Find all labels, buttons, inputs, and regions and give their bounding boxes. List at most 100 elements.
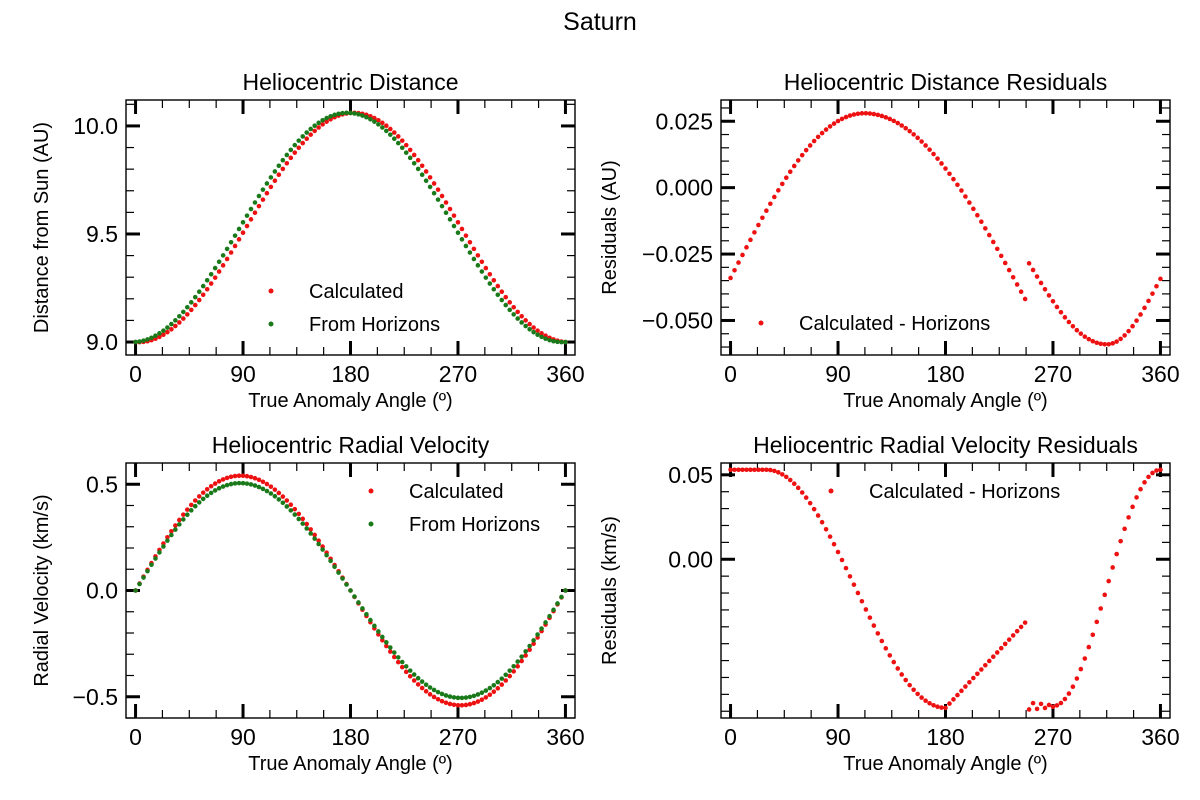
x-tick-label: 180 <box>331 724 369 750</box>
x-tick-label: 270 <box>439 724 477 750</box>
data-point <box>1042 705 1048 711</box>
data-point <box>551 338 556 344</box>
data-point <box>376 122 381 127</box>
data-point <box>927 147 932 152</box>
data-point <box>153 333 158 339</box>
data-point <box>776 470 781 475</box>
data-point <box>356 112 361 117</box>
data-point <box>192 498 198 503</box>
chart-distance-residuals: 0 90 180 270 360 −0.050 −0.025 0.000 0.025 Helioc… <box>599 69 1180 412</box>
data-point <box>1114 551 1119 557</box>
data-point <box>531 641 536 647</box>
y-tick-label: 10.0 <box>73 113 118 139</box>
data-point <box>240 230 246 235</box>
x-tick-label: 180 <box>926 361 964 387</box>
data-point <box>1010 633 1016 638</box>
data-point <box>169 532 174 538</box>
data-point <box>1038 701 1044 707</box>
data-point <box>380 637 385 643</box>
data-point <box>184 312 190 317</box>
data-point <box>1006 267 1012 273</box>
data-point <box>268 175 274 180</box>
data-point <box>260 187 266 192</box>
data-point <box>340 576 345 581</box>
data-point <box>1154 468 1159 473</box>
data-point <box>427 685 433 690</box>
data-point <box>1158 467 1163 473</box>
data-point <box>811 138 817 144</box>
data-point <box>1086 336 1092 342</box>
data-point <box>495 283 501 289</box>
data-point <box>851 112 857 117</box>
data-point <box>935 156 940 161</box>
data-point <box>744 245 749 250</box>
data-point <box>935 704 940 710</box>
data-point <box>479 259 485 265</box>
data-point <box>523 323 528 329</box>
data-point <box>208 271 214 277</box>
data-point <box>831 541 837 547</box>
data-point <box>256 193 262 199</box>
data-point <box>308 531 313 536</box>
data-point <box>352 594 357 599</box>
data-point <box>983 662 988 668</box>
data-point <box>248 217 254 222</box>
data-point <box>819 130 825 136</box>
data-point <box>380 120 385 126</box>
data-point <box>184 304 190 310</box>
data-point <box>887 653 893 658</box>
data-point <box>165 538 170 543</box>
data-point <box>1046 293 1052 298</box>
data-point <box>867 111 873 116</box>
data-point <box>204 486 210 492</box>
data-point <box>1130 323 1135 329</box>
chart-radial-velocity: 0 90 180 270 360 −0.5 0.0 0.5 Heliocentric Radia… <box>31 432 585 775</box>
data-point <box>515 659 520 664</box>
data-point <box>998 645 1004 651</box>
data-point <box>384 643 389 649</box>
data-point <box>419 679 425 684</box>
legend: Calculated From Horizons <box>368 481 540 536</box>
data-point <box>204 277 210 283</box>
legend-label: Calculated <box>409 481 504 503</box>
data-point <box>415 675 421 681</box>
data-point <box>459 703 465 708</box>
data-point <box>1034 274 1040 279</box>
data-point <box>169 528 174 534</box>
data-point <box>871 623 877 628</box>
data-point <box>515 664 520 669</box>
data-point <box>177 522 182 527</box>
y-tick-label: 9.5 <box>86 221 118 247</box>
data-point <box>184 512 190 518</box>
x-tick-label: 360 <box>1141 724 1179 750</box>
x-tick-label: 180 <box>926 724 964 750</box>
data-point <box>831 121 837 126</box>
data-point <box>411 678 417 683</box>
data-point <box>487 281 493 286</box>
data-point <box>752 230 757 235</box>
data-point <box>200 496 206 502</box>
chart-title: Heliocentric Distance <box>242 69 458 95</box>
data-point <box>153 556 158 561</box>
chart-distance: 0 90 180 270 360 9.0 9.5 10.0 Heliocentric Dista… <box>31 69 585 412</box>
data-point <box>276 490 282 496</box>
data-point <box>499 682 505 687</box>
data-point <box>244 481 250 486</box>
data-point <box>435 187 441 192</box>
data-point <box>264 481 270 487</box>
data-point <box>1066 319 1072 325</box>
data-point <box>224 482 230 488</box>
data-point <box>403 669 409 675</box>
legend-label: From Horizons <box>309 314 440 336</box>
data-point <box>507 300 513 305</box>
data-point <box>756 222 761 228</box>
data-point <box>173 323 178 329</box>
data-point <box>272 169 278 174</box>
data-point <box>1138 312 1143 317</box>
x-tick-label: 0 <box>129 724 142 750</box>
data-point <box>288 147 294 153</box>
data-point <box>431 687 437 693</box>
data-point <box>803 147 809 153</box>
data-point <box>1026 707 1032 712</box>
data-point <box>403 142 409 148</box>
